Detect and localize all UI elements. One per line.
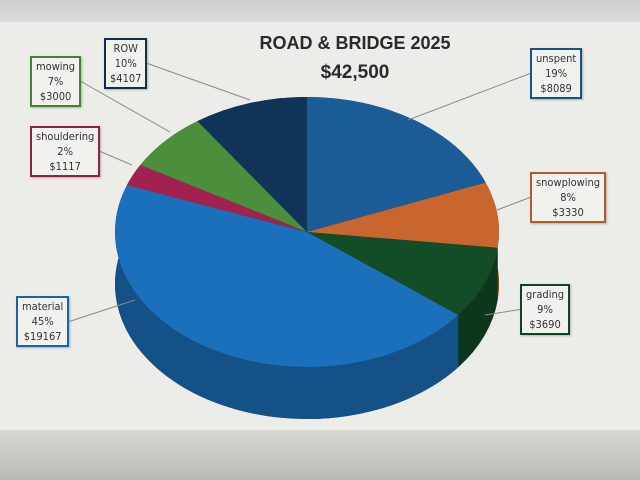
leader-line-grading: [484, 309, 521, 316]
pie-slice-material: [115, 185, 459, 367]
pie-slice-ROW: [197, 97, 307, 232]
data-label-amount: $8089: [540, 82, 572, 95]
data-label-name: mowing: [36, 60, 76, 73]
data-label-amount: $1117: [49, 160, 81, 173]
pie-slice-grading: [307, 232, 498, 316]
data-label-row: ROW 10% $4107: [104, 38, 148, 89]
data-label-name: ROW: [113, 42, 138, 55]
pie-slice-side-material: [115, 185, 459, 419]
pie-slice-shouldering: [126, 164, 307, 232]
data-label-amount: $3000: [39, 90, 72, 103]
data-label-amount: $4107: [110, 72, 142, 85]
leader-line-snowplowing: [496, 197, 531, 211]
data-label-grading: grading 9% $3690: [520, 284, 571, 335]
data-label-material: material 45% $19167: [16, 296, 70, 347]
data-label-percent: 8%: [560, 191, 576, 204]
data-label-amount: $3330: [552, 206, 584, 219]
leader-line-row: [147, 63, 251, 101]
data-label-snowplowing: snowplowing 8% $3330: [530, 172, 607, 223]
leader-line-unspent: [407, 73, 531, 121]
pie-slice-mowing: [140, 121, 307, 232]
data-label-percent: 19%: [545, 67, 568, 80]
data-label-unspent: unspent 19% $8089: [530, 48, 583, 99]
pie-slice-snowplowing: [307, 182, 499, 248]
data-label-percent: 9%: [537, 303, 553, 316]
data-label-shouldering: shouldering 2% $1117: [30, 126, 101, 177]
data-label-percent: 7%: [47, 75, 64, 88]
data-label-mowing: mowing 7% $3000: [30, 56, 82, 107]
data-label-name: snowplowing: [536, 176, 601, 189]
data-label-percent: 10%: [114, 57, 137, 70]
pie-slice-side-grading: [458, 247, 498, 368]
chart-title: ROAD & BRIDGE 2025: [259, 33, 451, 53]
leader-line-shouldering: [100, 151, 133, 166]
chart-title-block: ROAD & BRIDGE 2025 $42,500: [230, 33, 480, 84]
data-label-name: grading: [526, 288, 565, 301]
data-label-amount: $3690: [529, 318, 561, 331]
data-label-name: shouldering: [36, 130, 95, 143]
chart-subtitle: $42,500: [320, 62, 390, 83]
data-label-name: material: [22, 300, 64, 313]
data-label-name: unspent: [536, 52, 577, 65]
pie-slice-unspent: [307, 97, 486, 232]
leader-line-mowing: [80, 81, 171, 133]
data-label-percent: 45%: [31, 315, 54, 328]
data-label-amount: $19167: [23, 330, 62, 343]
leader-line-material: [69, 299, 136, 322]
data-label-percent: 2%: [57, 145, 73, 158]
